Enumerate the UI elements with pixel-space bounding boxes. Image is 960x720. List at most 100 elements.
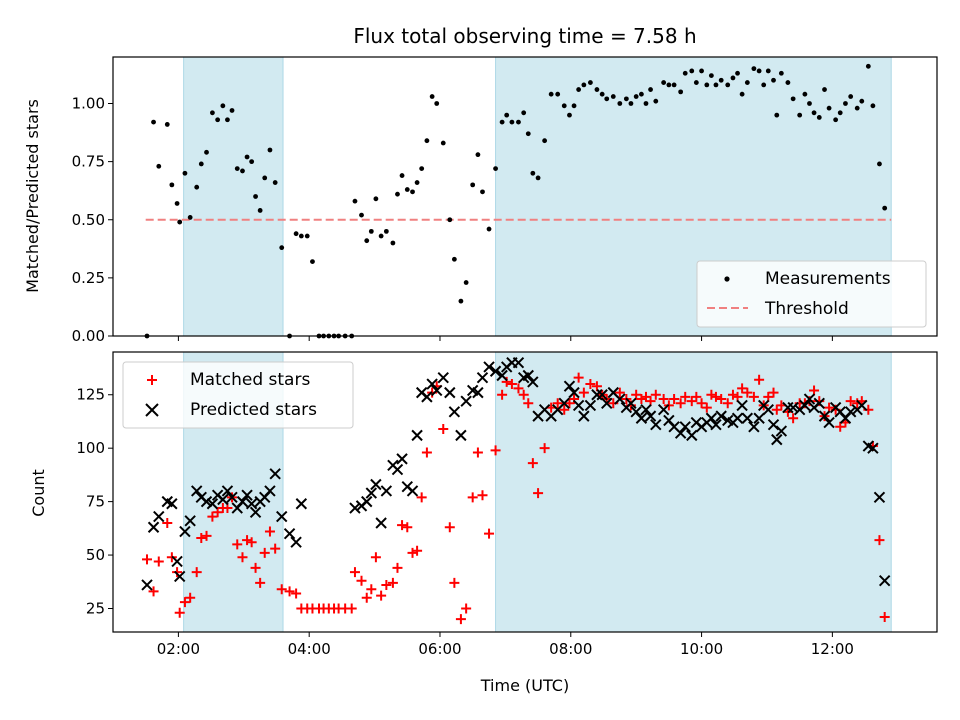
- data-point: [782, 401, 794, 414]
- data-point: [397, 520, 408, 531]
- data-point: [221, 485, 234, 497]
- data-point: [639, 91, 644, 97]
- data-point: [833, 117, 839, 123]
- data-point: [210, 110, 215, 116]
- y-tick-label: 100: [76, 439, 105, 457]
- data-point: [429, 94, 435, 99]
- data-point: [679, 421, 691, 433]
- data-point: [826, 105, 832, 111]
- data-point: [153, 510, 165, 523]
- data-point: [785, 80, 791, 85]
- data-point: [799, 399, 811, 412]
- data-point: [375, 517, 387, 529]
- data-point: [653, 98, 659, 104]
- data-point: [499, 119, 505, 125]
- x-tick-label: 10:00: [680, 640, 723, 658]
- data-point: [177, 219, 183, 225]
- data-point: [455, 614, 466, 625]
- y-tick-label: 0.00: [72, 327, 105, 345]
- data-point: [310, 259, 315, 264]
- data-point: [467, 492, 478, 503]
- data-point: [147, 521, 160, 533]
- data-point: [182, 170, 188, 176]
- data-point: [845, 396, 856, 407]
- data-point: [293, 231, 299, 237]
- data-point: [304, 233, 310, 239]
- data-point: [548, 91, 554, 97]
- data-point: [237, 552, 248, 563]
- data-point: [220, 103, 226, 109]
- data-point: [756, 68, 762, 74]
- data-point: [463, 280, 469, 285]
- data-point: [650, 389, 661, 400]
- data-point: [437, 371, 449, 384]
- data-point: [212, 507, 223, 518]
- data-point: [151, 119, 156, 125]
- data-point: [591, 389, 603, 401]
- top-panel: 0.00 0.25 0.50 0.75 1.00 Measurements Threshol…: [72, 56, 938, 345]
- data-point: [451, 256, 457, 262]
- data-point: [370, 552, 381, 563]
- data-point: [689, 68, 695, 74]
- data-point: [573, 372, 584, 383]
- data-point: [174, 607, 185, 618]
- data-point: [715, 410, 727, 422]
- data-point: [691, 391, 702, 402]
- data-point: [854, 105, 860, 111]
- data-point: [486, 226, 492, 232]
- data-point: [166, 498, 178, 510]
- data-point: [484, 528, 495, 539]
- data-point: [447, 217, 453, 223]
- legend: Measurements Threshold: [696, 260, 927, 328]
- data-point: [349, 502, 361, 514]
- data-point: [187, 215, 193, 220]
- data-point: [352, 198, 358, 204]
- data-point: [882, 205, 888, 211]
- data-point: [246, 537, 257, 548]
- data-point: [174, 201, 180, 206]
- data-point: [245, 498, 258, 510]
- data-point: [843, 101, 848, 106]
- data-point: [421, 391, 433, 403]
- legend-marker: [147, 375, 157, 385]
- data-point: [162, 517, 173, 528]
- data-point: [675, 398, 686, 409]
- data-point: [255, 577, 266, 588]
- data-point: [787, 401, 799, 414]
- data-point: [725, 82, 731, 88]
- data-point: [874, 535, 885, 546]
- data-point: [741, 412, 754, 424]
- legend-label: Matched stars: [190, 370, 310, 390]
- data-point: [522, 369, 534, 382]
- data-point: [568, 386, 580, 399]
- data-point: [790, 96, 796, 102]
- data-point: [671, 82, 677, 88]
- data-point: [276, 510, 288, 523]
- data-point: [349, 567, 360, 578]
- data-point: [678, 89, 684, 95]
- data-point: [878, 574, 891, 587]
- data-point: [204, 149, 209, 155]
- data-point: [731, 412, 744, 424]
- data-point: [489, 365, 502, 377]
- y-tick-label: 1.00: [72, 95, 105, 113]
- data-point: [242, 535, 253, 546]
- data-point: [185, 592, 196, 603]
- x-tick-label: 06:00: [418, 640, 461, 658]
- y-tick-label: 0.50: [72, 211, 105, 229]
- data-point: [636, 394, 647, 405]
- data-point: [472, 386, 484, 399]
- y-tick-label: 25: [86, 599, 105, 617]
- data-point: [525, 131, 531, 137]
- data-point: [267, 147, 273, 153]
- legend-label: Measurements: [765, 269, 891, 289]
- legend-box: [122, 361, 354, 429]
- data-point: [708, 73, 714, 78]
- data-point: [226, 491, 238, 504]
- data-point: [754, 374, 765, 385]
- data-point: [404, 187, 410, 192]
- data-point: [521, 110, 527, 116]
- data-point: [257, 208, 263, 213]
- data-point: [475, 152, 481, 158]
